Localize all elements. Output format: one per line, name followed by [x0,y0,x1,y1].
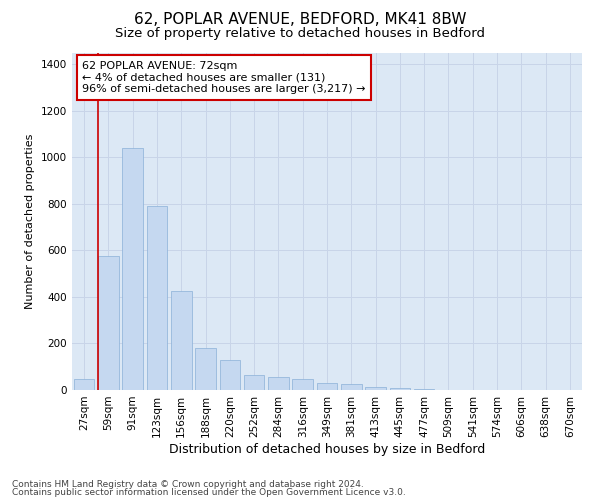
X-axis label: Distribution of detached houses by size in Bedford: Distribution of detached houses by size … [169,442,485,456]
Bar [146,206,167,390]
Text: Size of property relative to detached houses in Bedford: Size of property relative to detached ho… [115,28,485,40]
Text: Contains HM Land Registry data © Crown copyright and database right 2024.: Contains HM Land Registry data © Crown c… [12,480,364,489]
Bar [365,386,386,390]
Bar [389,388,410,390]
Text: Contains public sector information licensed under the Open Government Licence v3: Contains public sector information licen… [12,488,406,497]
Bar [268,377,289,390]
Bar [341,384,362,390]
Bar [171,291,191,390]
Bar [74,379,94,390]
Bar [122,148,143,390]
Bar [220,360,240,390]
Bar [195,348,216,390]
Bar [317,383,337,390]
Y-axis label: Number of detached properties: Number of detached properties [25,134,35,309]
Text: 62, POPLAR AVENUE, BEDFORD, MK41 8BW: 62, POPLAR AVENUE, BEDFORD, MK41 8BW [134,12,466,28]
Text: 62 POPLAR AVENUE: 72sqm
← 4% of detached houses are smaller (131)
96% of semi-de: 62 POPLAR AVENUE: 72sqm ← 4% of detached… [82,61,366,94]
Bar [292,379,313,390]
Bar [414,389,434,390]
Bar [98,256,119,390]
Bar [244,375,265,390]
